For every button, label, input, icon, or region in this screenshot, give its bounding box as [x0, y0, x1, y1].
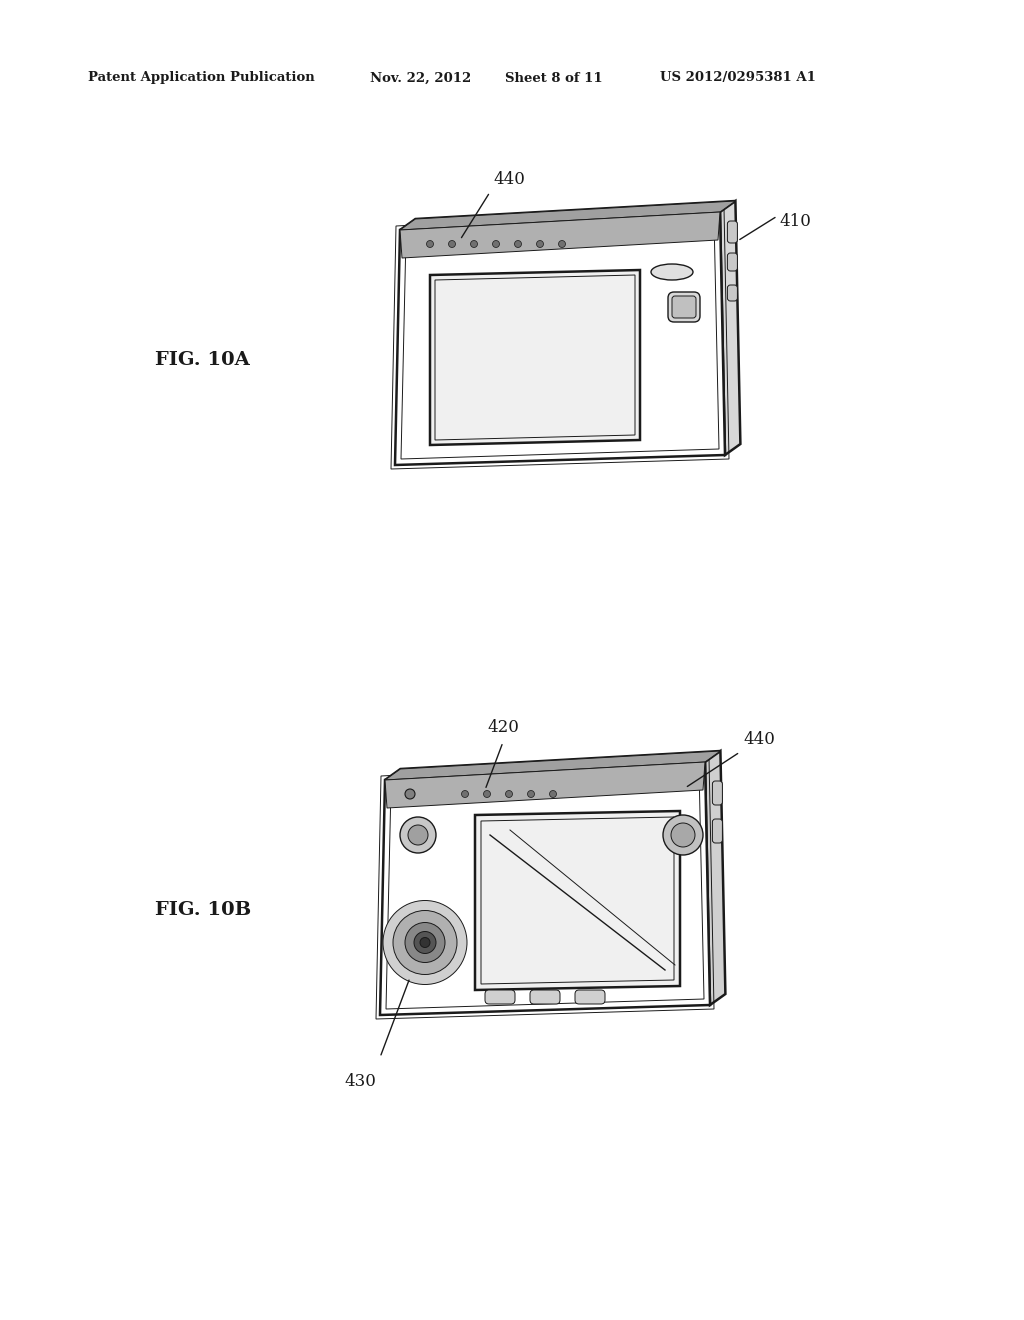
Circle shape: [393, 911, 457, 974]
Circle shape: [470, 240, 477, 248]
Circle shape: [427, 240, 433, 248]
Circle shape: [420, 937, 430, 948]
Circle shape: [527, 791, 535, 797]
Polygon shape: [720, 201, 740, 455]
Polygon shape: [430, 271, 640, 445]
Polygon shape: [380, 762, 710, 1015]
Polygon shape: [400, 201, 735, 230]
FancyBboxPatch shape: [530, 990, 560, 1005]
FancyBboxPatch shape: [668, 292, 700, 322]
Polygon shape: [385, 751, 721, 780]
Polygon shape: [400, 213, 720, 257]
Circle shape: [400, 817, 436, 853]
FancyBboxPatch shape: [575, 990, 605, 1005]
FancyBboxPatch shape: [727, 220, 737, 243]
Circle shape: [493, 240, 500, 248]
FancyBboxPatch shape: [672, 296, 696, 318]
FancyBboxPatch shape: [713, 781, 722, 805]
Polygon shape: [385, 751, 721, 780]
Text: Patent Application Publication: Patent Application Publication: [88, 71, 314, 84]
Circle shape: [408, 825, 428, 845]
Circle shape: [558, 240, 565, 248]
Text: FIG. 10B: FIG. 10B: [155, 902, 251, 919]
FancyBboxPatch shape: [713, 818, 722, 843]
Circle shape: [671, 822, 695, 847]
Circle shape: [537, 240, 544, 248]
Text: Sheet 8 of 11: Sheet 8 of 11: [505, 71, 603, 84]
Text: 430: 430: [344, 1072, 376, 1089]
Circle shape: [483, 791, 490, 797]
Circle shape: [449, 240, 456, 248]
Polygon shape: [385, 762, 705, 808]
FancyBboxPatch shape: [727, 253, 737, 271]
FancyBboxPatch shape: [727, 285, 737, 301]
FancyBboxPatch shape: [485, 990, 515, 1005]
Circle shape: [414, 932, 436, 953]
Polygon shape: [475, 810, 680, 990]
Circle shape: [462, 791, 469, 797]
Text: US 2012/0295381 A1: US 2012/0295381 A1: [660, 71, 816, 84]
Circle shape: [514, 240, 521, 248]
Circle shape: [406, 789, 415, 799]
Text: 420: 420: [487, 719, 519, 737]
Text: FIG. 10A: FIG. 10A: [155, 351, 250, 370]
Circle shape: [506, 791, 512, 797]
Circle shape: [550, 791, 556, 797]
Circle shape: [383, 900, 467, 985]
Text: Nov. 22, 2012: Nov. 22, 2012: [370, 71, 471, 84]
Circle shape: [406, 923, 445, 962]
Polygon shape: [395, 213, 725, 465]
Ellipse shape: [651, 264, 693, 280]
Text: 440: 440: [743, 731, 775, 748]
Polygon shape: [400, 201, 735, 230]
Text: 410: 410: [779, 213, 811, 230]
Polygon shape: [705, 751, 725, 1005]
Text: 440: 440: [493, 172, 525, 187]
Circle shape: [663, 814, 703, 855]
